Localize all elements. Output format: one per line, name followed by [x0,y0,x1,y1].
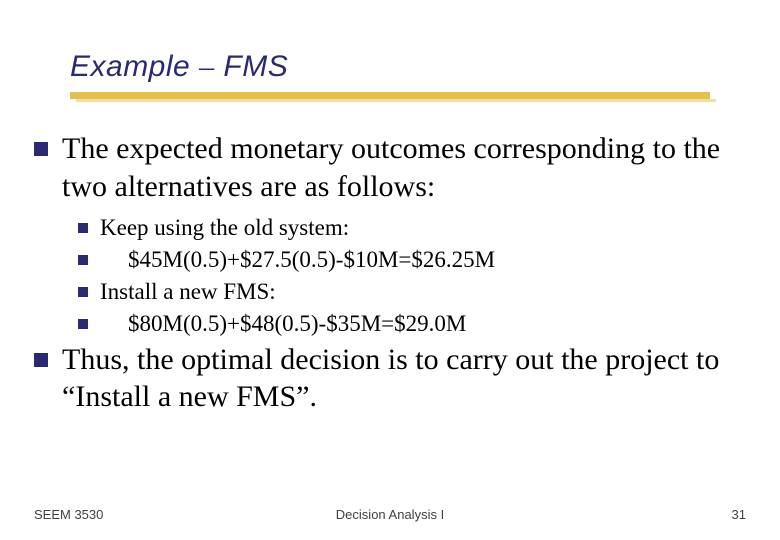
calc-text-1: $45M(0.5)+$27.5(0.5)-$10M=$26.25M [128,245,495,275]
footer-left: SEEM 3530 [34,507,103,522]
square-bullet-icon [34,142,48,156]
sub-item-calc1: $45M(0.5)+$27.5(0.5)-$10M=$26.25M [78,245,746,275]
bullet-text-1: The expected monetary outcomes correspon… [62,130,746,205]
item2-pre: Thus, the optimal decision is to carry o… [62,343,719,376]
content-area: The expected monetary outcomes correspon… [34,130,746,416]
footer: SEEM 3530 Decision Analysis I 31 [34,507,746,522]
sub-text-install-fms: Install a new FMS: [100,277,276,307]
bullet-item-1: The expected monetary outcomes correspon… [34,130,746,205]
close-quote: ” [296,380,309,413]
square-bullet-icon [78,255,88,265]
footer-right: 31 [732,507,746,522]
open-quote: “ [62,380,75,413]
title-underline [70,92,710,104]
calc-text-2: $80M(0.5)+$48(0.5)-$35M=$29.0M [128,309,466,339]
item2-mid: Install a new FMS [75,380,296,413]
title-post: FMS [215,50,289,83]
underline-shadow [76,99,716,102]
underline-main [70,92,710,99]
footer-center: Decision Analysis I [34,507,746,522]
sub-item-keep-old: Keep using the old system: [78,213,746,243]
square-bullet-icon [34,353,48,367]
square-bullet-icon [78,319,88,329]
item2-post: . [309,380,317,413]
sub-item-install-fms: Install a new FMS: [78,277,746,307]
square-bullet-icon [78,287,88,297]
sub-text-keep-old: Keep using the old system: [100,213,349,243]
bullet-text-2: Thus, the optimal decision is to carry o… [62,341,746,416]
title-dash: – [199,50,215,83]
bullet-item-2: Thus, the optimal decision is to carry o… [34,341,746,416]
slide: Example – FMS The expected monetary outc… [0,0,780,540]
square-bullet-icon [78,223,88,233]
title-pre: Example [70,50,199,83]
sub-item-calc2: $80M(0.5)+$48(0.5)-$35M=$29.0M [78,309,746,339]
slide-title: Example – FMS [70,50,288,84]
